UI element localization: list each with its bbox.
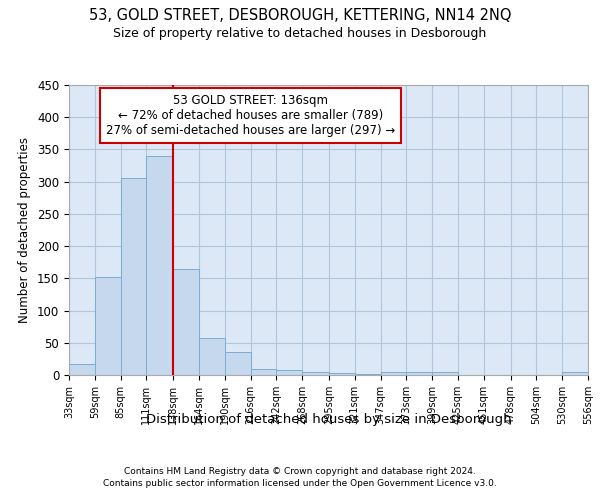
Text: Distribution of detached houses by size in Desborough: Distribution of detached houses by size … — [146, 412, 512, 426]
Bar — [302, 372, 329, 375]
Bar — [562, 372, 588, 375]
Bar — [406, 372, 432, 375]
Bar — [329, 373, 355, 375]
Bar — [173, 268, 199, 375]
Bar — [225, 352, 251, 375]
Bar — [251, 368, 277, 375]
Bar — [432, 372, 458, 375]
Bar — [199, 338, 225, 375]
Bar — [95, 277, 121, 375]
Text: Size of property relative to detached houses in Desborough: Size of property relative to detached ho… — [113, 28, 487, 40]
Text: 53 GOLD STREET: 136sqm
← 72% of detached houses are smaller (789)
27% of semi-de: 53 GOLD STREET: 136sqm ← 72% of detached… — [106, 94, 395, 136]
Bar — [121, 178, 146, 375]
Y-axis label: Number of detached properties: Number of detached properties — [19, 137, 31, 323]
Text: Contains public sector information licensed under the Open Government Licence v3: Contains public sector information licen… — [103, 479, 497, 488]
Bar — [277, 370, 302, 375]
Text: Contains HM Land Registry data © Crown copyright and database right 2024.: Contains HM Land Registry data © Crown c… — [124, 468, 476, 476]
Bar — [69, 364, 95, 375]
Bar — [355, 374, 380, 375]
Bar — [380, 372, 406, 375]
Text: 53, GOLD STREET, DESBOROUGH, KETTERING, NN14 2NQ: 53, GOLD STREET, DESBOROUGH, KETTERING, … — [89, 8, 511, 22]
Bar — [146, 156, 173, 375]
